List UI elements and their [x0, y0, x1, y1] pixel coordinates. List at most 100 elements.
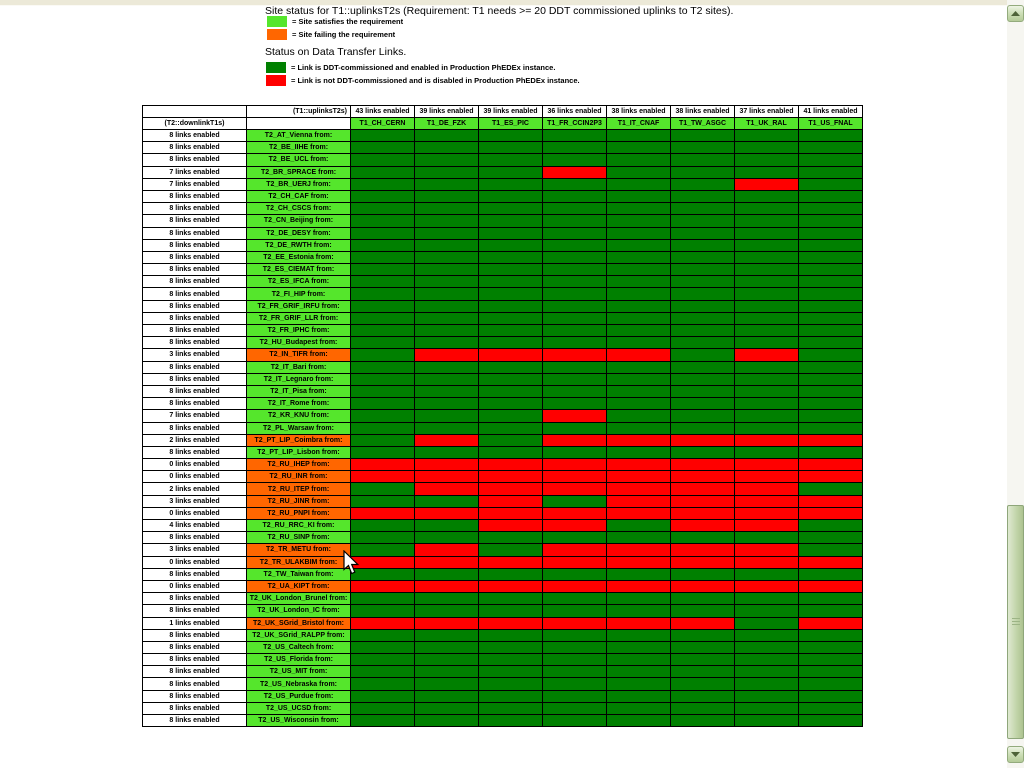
column-site-name: T1_FR_CCIN2P3	[542, 117, 607, 130]
link-status-cell	[670, 372, 735, 386]
link-status-cell	[350, 531, 415, 545]
link-status-cell	[606, 592, 671, 606]
link-status-cell	[734, 482, 799, 496]
link-status-cell	[798, 238, 863, 252]
row-site-label: T2_RU_JINR from:	[246, 494, 351, 508]
scroll-down-button[interactable]	[1007, 746, 1024, 763]
row-links-count: 8 links enabled	[142, 421, 247, 435]
table-row: 8 links enabled T2_ES_CIEMAT from:	[142, 263, 863, 277]
link-status-cell	[542, 372, 607, 386]
row-links-count: 8 links enabled	[142, 713, 247, 728]
link-status-cell	[670, 226, 735, 240]
link-status-cell	[606, 628, 671, 642]
link-status-cell	[670, 409, 735, 423]
link-status-cell	[670, 567, 735, 581]
table-row: 7 links enabled T2_KR_KNU from:	[142, 409, 863, 423]
vertical-scrollbar[interactable]	[1007, 0, 1024, 768]
row-site-label: T2_PT_LIP_Coimbra from:	[246, 433, 351, 447]
link-status-cell	[606, 421, 671, 435]
link-status-cell	[606, 177, 671, 191]
link-status-cell	[734, 250, 799, 265]
row-site-label: T2_RU_ITEP from:	[246, 482, 351, 496]
link-status-cell	[542, 506, 607, 521]
row-links-count: 8 links enabled	[142, 445, 247, 460]
row-links-count: 7 links enabled	[142, 177, 247, 191]
link-status-cell	[542, 701, 607, 716]
scrollbar-grip-icon	[1012, 618, 1020, 626]
column-site-name: T1_CH_CERN	[350, 117, 415, 130]
column-links-count: 38 links enabled	[670, 105, 735, 118]
link-status-cell	[798, 397, 863, 411]
row-site-label: T2_ES_IFCA from:	[246, 275, 351, 289]
row-site-label: T2_UK_London_Brunel from:	[246, 592, 351, 606]
link-status-cell	[350, 665, 415, 679]
link-status-cell	[414, 250, 479, 265]
link-status-cell	[606, 214, 671, 228]
table-row: 8 links enabled T2_US_UCSD from:	[142, 701, 863, 716]
link-status-cell	[542, 567, 607, 581]
row-links-count: 2 links enabled	[142, 482, 247, 496]
link-status-cell	[734, 445, 799, 460]
link-status-cell	[670, 653, 735, 667]
link-status-cell	[670, 555, 735, 569]
link-status-cell	[798, 518, 863, 533]
uplinks-corner-label: (T1::uplinksT2s)	[246, 105, 351, 118]
table-row: 2 links enabled T2_PT_LIP_Coimbra from:	[142, 433, 863, 447]
link-status-cell	[478, 275, 543, 289]
link-status-cell	[734, 470, 799, 484]
link-status-cell	[478, 263, 543, 277]
row-site-label: T2_US_Nebraska from:	[246, 677, 351, 691]
link-status-cell	[606, 677, 671, 691]
link-status-cell	[670, 384, 735, 399]
link-status-cell	[542, 445, 607, 460]
link-status-cell	[606, 128, 671, 143]
link-status-cell	[606, 640, 671, 655]
link-status-cell	[414, 616, 479, 630]
link-status-cell	[670, 506, 735, 521]
link-status-cell	[478, 141, 543, 155]
link-status-cell	[478, 445, 543, 460]
table-row: 7 links enabled T2_BR_UERJ from:	[142, 177, 863, 191]
link-status-cell	[478, 592, 543, 606]
link-status-cell	[670, 604, 735, 618]
link-status-cell	[542, 299, 607, 313]
table-row: 8 links enabled T2_PL_Warsaw from:	[142, 421, 863, 435]
link-status-cell	[734, 653, 799, 667]
row-links-count: 2 links enabled	[142, 433, 247, 447]
row-site-label: T2_UK_London_IC from:	[246, 604, 351, 618]
link-status-cell	[414, 384, 479, 399]
scrollbar-thumb[interactable]	[1007, 505, 1024, 739]
link-status-cell	[350, 287, 415, 301]
row-site-label: T2_US_UCSD from:	[246, 701, 351, 716]
link-status-cell	[734, 287, 799, 301]
link-status-cell	[670, 579, 735, 594]
link-status-cell	[478, 409, 543, 423]
status-matrix-table: (T1::uplinksT2s) 43 links enabled 39 links…	[142, 105, 863, 728]
scroll-up-button[interactable]	[1007, 5, 1024, 22]
link-status-cell	[350, 653, 415, 667]
link-status-cell	[798, 677, 863, 691]
row-links-count: 8 links enabled	[142, 397, 247, 411]
row-site-label: T2_RU_INR from:	[246, 470, 351, 484]
link-status-cell	[798, 592, 863, 606]
link-status-cell	[670, 482, 735, 496]
row-links-count: 8 links enabled	[142, 323, 247, 338]
link-status-cell	[606, 506, 671, 521]
row-links-count: 3 links enabled	[142, 494, 247, 508]
link-status-cell	[798, 531, 863, 545]
link-status-cell	[350, 384, 415, 399]
link-status-cell	[542, 494, 607, 508]
link-status-cell	[606, 287, 671, 301]
link-status-cell	[798, 311, 863, 326]
table-row: 8 links enabled T2_US_Caltech from:	[142, 640, 863, 655]
link-status-cell	[606, 494, 671, 508]
link-status-cell	[414, 628, 479, 642]
row-links-count: 0 links enabled	[142, 579, 247, 594]
link-status-cell	[734, 409, 799, 423]
link-status-cell	[734, 555, 799, 569]
table-row: 8 links enabled T2_IT_Bari from:	[142, 360, 863, 374]
link-status-cell	[350, 543, 415, 557]
link-status-cell	[478, 579, 543, 594]
row-links-count: 8 links enabled	[142, 360, 247, 374]
link-status-cell	[414, 360, 479, 374]
